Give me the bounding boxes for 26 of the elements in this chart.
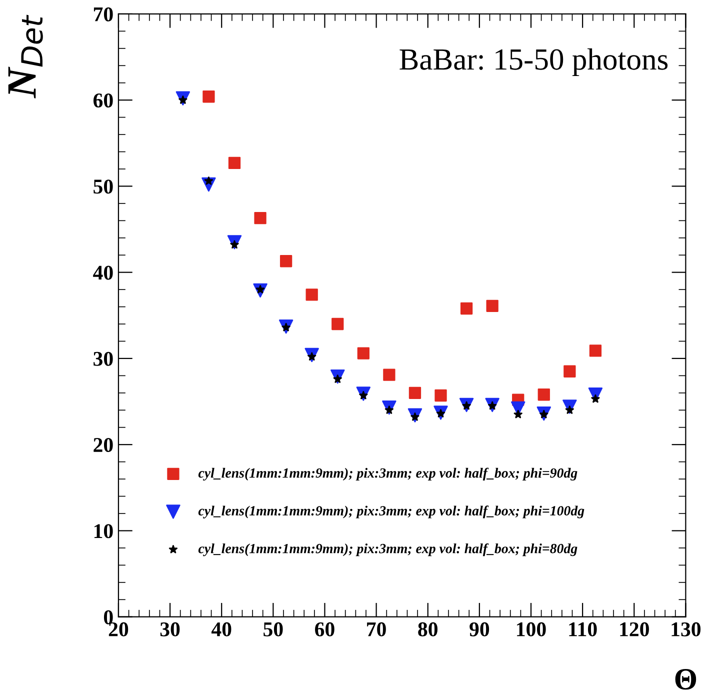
x-tick-label: 70 <box>367 622 386 636</box>
x-tick-label: 120 <box>620 622 649 636</box>
x-tick-label: 90 <box>470 622 490 636</box>
y-tick-label: 40 <box>93 266 113 280</box>
y-tick-label: 30 <box>94 352 113 366</box>
x-tick-label: 60 <box>315 622 334 636</box>
y-tick-label: 60 <box>93 93 113 108</box>
x-axis-title: Θ <box>675 669 696 690</box>
x-tick-label: 110 <box>569 622 597 636</box>
x-tick-label: 130 <box>672 622 701 636</box>
legend-label: cyl_lens(1mm:1mm:9mm); pix:3mm; exp vol: half_box; phi=90dg <box>198 468 578 481</box>
y-tick-label: 0 <box>104 610 113 624</box>
y-axis-title: N$_{Det}$ <box>8 14 43 98</box>
x-tick-label: 100 <box>517 622 546 636</box>
x-tick-label: 30 <box>160 622 180 636</box>
x-tick-label: 80 <box>418 622 438 636</box>
annotation: BaBar: 15-50 photons <box>400 48 668 76</box>
x-tick-label: 40 <box>211 622 232 636</box>
y-tick-label: 50 <box>94 180 113 194</box>
y-tick-label: 20 <box>94 438 113 452</box>
y-tick-label: 70 <box>94 7 113 22</box>
legend-label: cyl_lens(1mm:1mm:9mm); pix:3mm; exp vol: half_box; phi=100dg <box>198 506 584 518</box>
x-tick-label: 20 <box>108 622 128 636</box>
y-tick-label: 10 <box>94 524 113 538</box>
legend-label: cyl_lens(1mm:1mm:9mm); pix:3mm; exp vol: half_box; phi=80dg <box>198 543 578 556</box>
x-tick-label: 50 <box>264 622 283 636</box>
